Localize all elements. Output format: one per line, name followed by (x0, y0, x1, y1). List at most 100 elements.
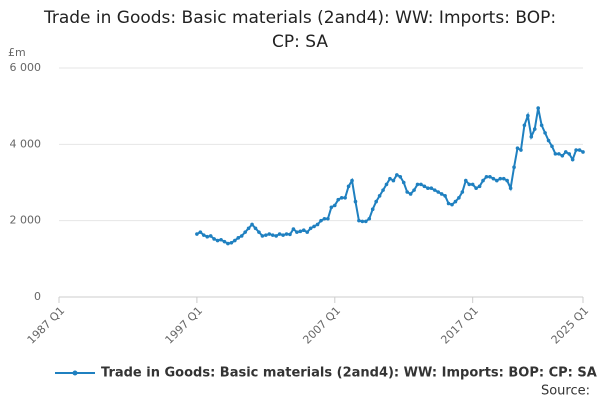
data-point (512, 165, 516, 170)
data-point (401, 180, 406, 185)
data-point (377, 194, 382, 198)
data-point (332, 203, 337, 208)
data-point (570, 157, 575, 162)
data-point (539, 123, 544, 128)
data-point (526, 113, 530, 118)
data-point (560, 153, 565, 158)
data-point (284, 232, 289, 236)
data-point (270, 233, 275, 237)
data-point (364, 219, 368, 224)
data-point (205, 234, 210, 239)
data-point (326, 216, 330, 221)
data-point (522, 123, 527, 128)
data-point (415, 182, 420, 187)
data-point (395, 173, 399, 177)
data-point (298, 229, 303, 234)
data-point (367, 216, 372, 221)
data-point (288, 232, 292, 237)
data-point (267, 232, 272, 236)
data-point (429, 186, 434, 191)
y-tick-label: 2 000 (10, 214, 42, 227)
data-point (419, 182, 423, 187)
data-point (477, 184, 482, 189)
data-point (219, 237, 223, 242)
data-point (346, 184, 351, 189)
data-point (577, 148, 582, 152)
data-point (574, 148, 578, 152)
y-axis-label: £m (8, 46, 26, 59)
data-point (243, 230, 247, 234)
data-point (381, 188, 385, 192)
data-point (536, 106, 540, 110)
data-point (412, 188, 416, 192)
legend-label: Trade in Goods: Basic materials (2and4):… (101, 366, 597, 381)
data-point (264, 233, 268, 237)
data-point (443, 194, 447, 198)
data-point (350, 178, 354, 183)
data-point (519, 148, 523, 152)
data-point (460, 190, 465, 194)
data-point (453, 199, 458, 204)
data-point (295, 230, 299, 234)
data-point (532, 127, 537, 131)
data-point (481, 178, 485, 183)
data-point (239, 234, 244, 238)
data-point (215, 238, 220, 243)
x-tick-label: 1987 Q1 (25, 304, 68, 347)
data-point (470, 182, 475, 187)
data-point (439, 192, 444, 196)
data-point (281, 233, 285, 237)
y-tick-label: 4 000 (10, 137, 42, 150)
data-point (557, 152, 561, 156)
data-point (436, 190, 441, 194)
data-point (474, 186, 478, 191)
data-point (495, 178, 499, 183)
data-point (529, 134, 534, 139)
x-tick-label: 1997 Q1 (163, 304, 206, 347)
data-point (457, 195, 461, 200)
data-point (405, 190, 409, 194)
data-point (353, 199, 358, 204)
legend-marker (72, 370, 78, 376)
y-tick-label: 6 000 (10, 61, 42, 74)
data-point (450, 202, 454, 207)
data-point (501, 176, 506, 181)
data-point (567, 152, 572, 156)
data-point (388, 176, 392, 181)
data-point (233, 238, 237, 243)
data-point (301, 228, 306, 233)
data-point (546, 138, 551, 143)
data-point (339, 195, 344, 200)
data-point (484, 174, 489, 179)
data-point (422, 184, 427, 189)
data-point (408, 192, 413, 196)
data-point (212, 237, 216, 241)
data-point (581, 150, 585, 154)
data-point (226, 241, 230, 246)
data-point (322, 216, 327, 221)
data-point (463, 178, 468, 183)
data-point (257, 230, 261, 234)
data-point (360, 219, 365, 224)
data-point (357, 218, 361, 223)
data-point (260, 234, 265, 238)
data-point (374, 199, 378, 204)
source: Source: (541, 384, 590, 399)
data-point (305, 230, 310, 234)
data-point (343, 195, 347, 200)
data-point (543, 131, 547, 135)
x-tick-label: 2017 Q1 (438, 304, 481, 347)
data-point (553, 152, 558, 156)
data-point (488, 174, 492, 179)
data-point (329, 205, 334, 210)
data-point (312, 224, 316, 229)
x-tick-label: 2025 Q1 (549, 304, 592, 347)
data-point (515, 146, 520, 150)
data-point (446, 201, 451, 206)
data-point (398, 174, 403, 179)
x-tick-label: 2007 Q1 (300, 304, 343, 347)
data-point (384, 182, 389, 187)
data-point (250, 222, 254, 227)
